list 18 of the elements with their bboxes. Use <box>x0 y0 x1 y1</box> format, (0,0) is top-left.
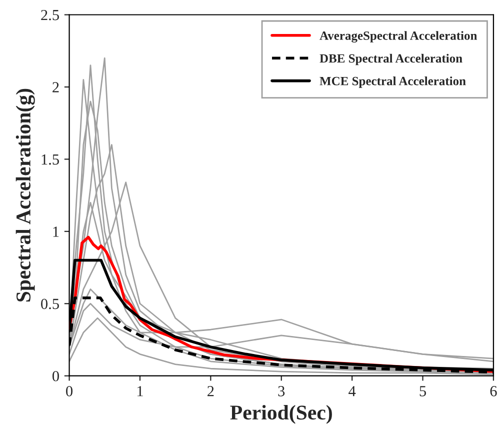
x-tick-label: 2 <box>208 386 214 396</box>
y-tick-label: 1 <box>53 226 59 237</box>
legend-label: DBE Spectral Acceleration <box>320 54 462 66</box>
x-tick-label: 6 <box>490 386 497 396</box>
x-tick-label: 3 <box>278 386 285 396</box>
x-tick-label: 5 <box>420 386 426 396</box>
x-tick-label: 0 <box>66 386 73 396</box>
y-tick-label: 0 <box>52 370 59 382</box>
legend-label: MCE Spectral Acceleration <box>320 76 466 88</box>
x-tick-label: 1 <box>138 386 143 396</box>
y-axis-title: Spectral Acceleration(g) <box>16 88 35 302</box>
x-axis-title: Period(Sec) <box>230 404 332 424</box>
legend-label: AverageSpectral Acceleration <box>320 31 478 43</box>
y-tick-label: 2.5 <box>41 10 59 20</box>
y-tick-label: 2 <box>52 82 59 92</box>
y-tick-label: 1.5 <box>42 154 59 165</box>
x-tick-label: 4 <box>348 386 356 396</box>
y-tick-label: 0.5 <box>41 298 59 310</box>
